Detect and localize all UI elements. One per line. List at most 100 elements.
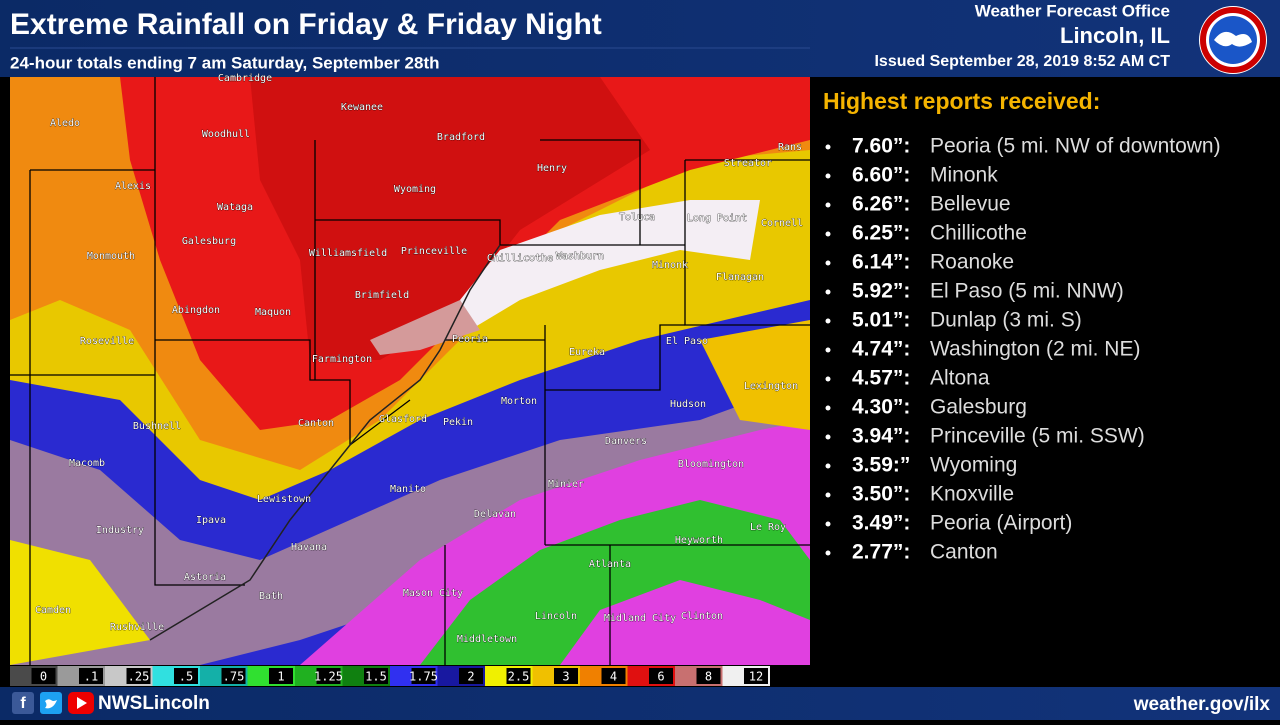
- town-label: Hudson: [670, 399, 706, 410]
- scale-label-box: [459, 668, 483, 684]
- scale-label: .25: [128, 670, 150, 684]
- location: Lincoln, IL: [1060, 23, 1170, 48]
- report-place: Chillicothe: [930, 222, 1027, 245]
- town-label: Long Point: [687, 213, 747, 224]
- town-label: Delavan: [474, 509, 516, 520]
- report-place: Galesburg: [930, 396, 1027, 419]
- scale-label-box: [601, 668, 626, 684]
- report-place: Bellevue: [930, 193, 1011, 216]
- scale-label: .75: [223, 670, 245, 684]
- rainfall-map: [10, 77, 810, 665]
- scale-label-box: [411, 668, 436, 684]
- town-label: Rans: [778, 142, 802, 153]
- header-bar: [0, 0, 1280, 77]
- scale-label-box: [364, 668, 388, 684]
- social-handle: NWSLincoln: [98, 693, 210, 714]
- bullet: [825, 521, 831, 527]
- scale-label-box: [269, 668, 293, 684]
- report-amount: 4.74”:: [852, 338, 910, 361]
- town-label: Atlanta: [589, 559, 631, 570]
- town-label: Danvers: [605, 436, 647, 447]
- report-amount: 3.59:”: [852, 454, 910, 477]
- bullet: [825, 260, 831, 266]
- office: Weather Forecast Office: [975, 1, 1170, 20]
- issued: Issued September 28, 2019 8:52 AM CT: [874, 53, 1170, 70]
- scale-label-box: [649, 668, 673, 684]
- town-label: Middletown: [457, 634, 517, 645]
- town-label: Lexington: [744, 381, 798, 392]
- town-label: Kewanee: [341, 102, 383, 113]
- bullet: [825, 463, 831, 469]
- bullet: [825, 405, 831, 411]
- report-amount: 5.01”:: [852, 309, 910, 332]
- footer-bar: [0, 687, 1280, 720]
- town-label: Minonk: [652, 260, 688, 271]
- scale-label-box: [696, 668, 721, 684]
- report-amount: 4.30”:: [852, 396, 910, 419]
- report-amount: 6.25”:: [852, 222, 910, 245]
- bullet: [825, 144, 831, 150]
- town-label: Streator: [724, 158, 772, 169]
- scale-label: 3: [562, 670, 569, 684]
- bullet: [825, 231, 831, 237]
- town-label: Woodhull: [202, 129, 250, 140]
- bullet: [825, 347, 831, 353]
- scale-label: 4: [610, 670, 617, 684]
- panel-heading: Highest reports received:: [823, 88, 1100, 114]
- svg-text:f: f: [20, 695, 26, 712]
- town-label: Glasford: [379, 414, 427, 425]
- town-label: Roseville: [80, 336, 134, 347]
- report-place: Canton: [930, 541, 998, 564]
- town-label: Ipava: [196, 515, 226, 526]
- bullet: [825, 376, 831, 382]
- town-label: Peoria: [452, 334, 488, 345]
- scale-label-box: [31, 668, 56, 684]
- town-label: Industry: [96, 525, 144, 536]
- report-place: Washington (2 mi. NE): [930, 338, 1140, 361]
- scale-label: .5: [179, 670, 193, 684]
- social-icons: f: [12, 692, 94, 714]
- report-place: El Paso (5 mi. NNW): [930, 280, 1124, 303]
- scale-label: 1.5: [365, 670, 387, 684]
- town-label: Bushnell: [133, 421, 181, 432]
- town-label: Lewistown: [257, 494, 311, 505]
- scale-label: .1: [84, 670, 98, 684]
- report-amount: 6.14”:: [852, 251, 910, 274]
- town-label: Bath: [259, 591, 283, 602]
- bullet: [825, 289, 831, 295]
- town-label: Chillicothe: [487, 253, 553, 264]
- town-label: Le Roy: [750, 522, 786, 533]
- report-place: Knoxville: [930, 483, 1014, 506]
- report-place: Wyoming: [930, 454, 1017, 477]
- report-place: Princeville (5 mi. SSW): [930, 425, 1145, 448]
- report-amount: 3.49”:: [852, 512, 910, 535]
- town-label: Alexis: [115, 181, 151, 192]
- report-amount: 5.92”:: [852, 280, 910, 303]
- town-label: Eureka: [569, 347, 605, 358]
- bullet: [825, 434, 831, 440]
- report-list: 7.60”: Peoria (5 mi. NW of downtown) 6.60”…: [825, 135, 1221, 564]
- bullet: [825, 550, 831, 556]
- town-label: Heyworth: [675, 535, 723, 546]
- report-amount: 4.57”:: [852, 367, 910, 390]
- scale-label: 12: [749, 670, 763, 684]
- town-label: Brimfield: [355, 290, 409, 301]
- town-label: Williamsfield: [309, 248, 387, 259]
- scale-label-box: [554, 668, 578, 684]
- scale-label-box: [221, 668, 246, 684]
- town-label: Minier: [548, 479, 584, 490]
- scale-label-box: [79, 668, 103, 684]
- town-label: Clinton: [681, 611, 723, 622]
- town-label: Pekin: [443, 417, 473, 428]
- town-label: Canton: [298, 418, 334, 429]
- town-label: Galesburg: [182, 236, 236, 247]
- report-place: Altona: [930, 367, 990, 390]
- report-place: Dunlap (3 mi. S): [930, 309, 1082, 332]
- report-place: Minonk: [930, 164, 998, 187]
- report-place: Peoria (5 mi. NW of downtown): [930, 135, 1221, 158]
- town-labels: Cambridge Kewanee Aledo Woodhull Bradford Str…: [35, 73, 804, 646]
- town-label: Astoria: [184, 572, 226, 583]
- scale-label: 1: [277, 670, 284, 684]
